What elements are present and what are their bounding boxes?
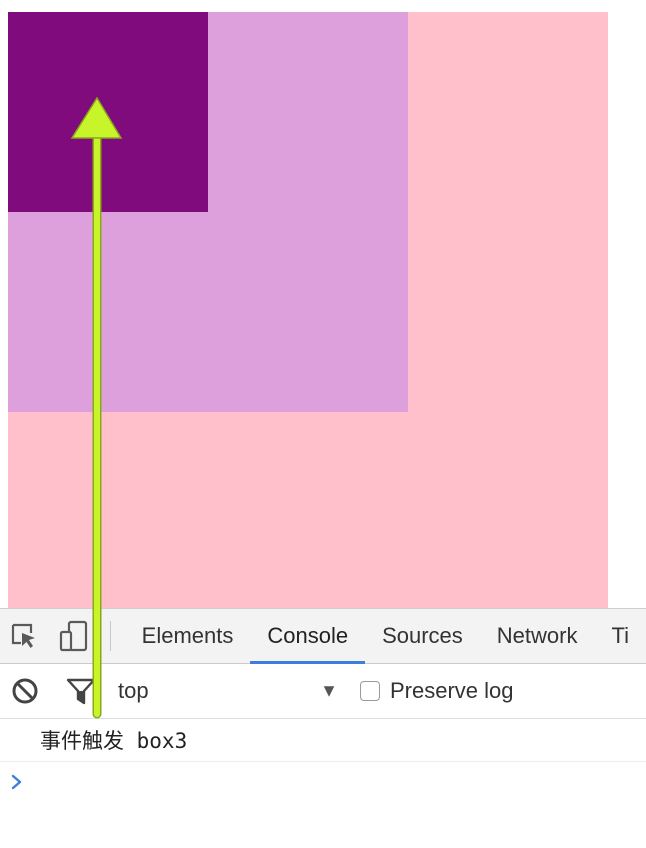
box1[interactable] bbox=[8, 12, 608, 612]
tab-sources-label: Sources bbox=[382, 623, 463, 648]
tab-console[interactable]: Console bbox=[250, 609, 365, 664]
console-toolbar: top ▼ Preserve log bbox=[0, 664, 646, 719]
tab-timeline-label: Ti bbox=[611, 623, 629, 648]
tab-elements[interactable]: Elements bbox=[125, 609, 251, 663]
preserve-log-checkbox[interactable] bbox=[360, 681, 380, 701]
clear-console-icon[interactable] bbox=[0, 664, 50, 718]
toolbar-separator bbox=[109, 621, 111, 651]
filter-icon[interactable] bbox=[50, 664, 112, 718]
tab-console-label: Console bbox=[267, 623, 349, 648]
console-message-text: 事件触发 box3 bbox=[40, 729, 188, 753]
tab-sources[interactable]: Sources bbox=[365, 609, 480, 663]
chevron-down-icon: ▼ bbox=[320, 680, 338, 701]
box3[interactable] bbox=[8, 12, 208, 212]
console-prompt[interactable] bbox=[0, 762, 646, 802]
tab-network-label: Network bbox=[496, 623, 578, 648]
chevron-right-icon bbox=[11, 774, 22, 790]
console-message: 事件触发 box3 bbox=[0, 719, 646, 762]
preserve-log-toggle[interactable]: Preserve log bbox=[360, 678, 514, 704]
preserve-log-label: Preserve log bbox=[390, 678, 514, 703]
execution-context-select[interactable]: top ▼ bbox=[112, 678, 348, 704]
device-toggle-icon[interactable] bbox=[48, 609, 100, 663]
inspect-element-icon[interactable] bbox=[0, 609, 48, 663]
devtools-panel: Elements Console Sources Network Ti top bbox=[0, 608, 646, 848]
box2[interactable] bbox=[8, 12, 408, 412]
tab-network[interactable]: Network bbox=[480, 609, 595, 663]
execution-context-value: top bbox=[118, 678, 149, 703]
tab-elements-label: Elements bbox=[141, 623, 234, 648]
tab-timeline[interactable]: Ti bbox=[594, 609, 646, 663]
devtools-tab-bar: Elements Console Sources Network Ti bbox=[0, 609, 646, 664]
